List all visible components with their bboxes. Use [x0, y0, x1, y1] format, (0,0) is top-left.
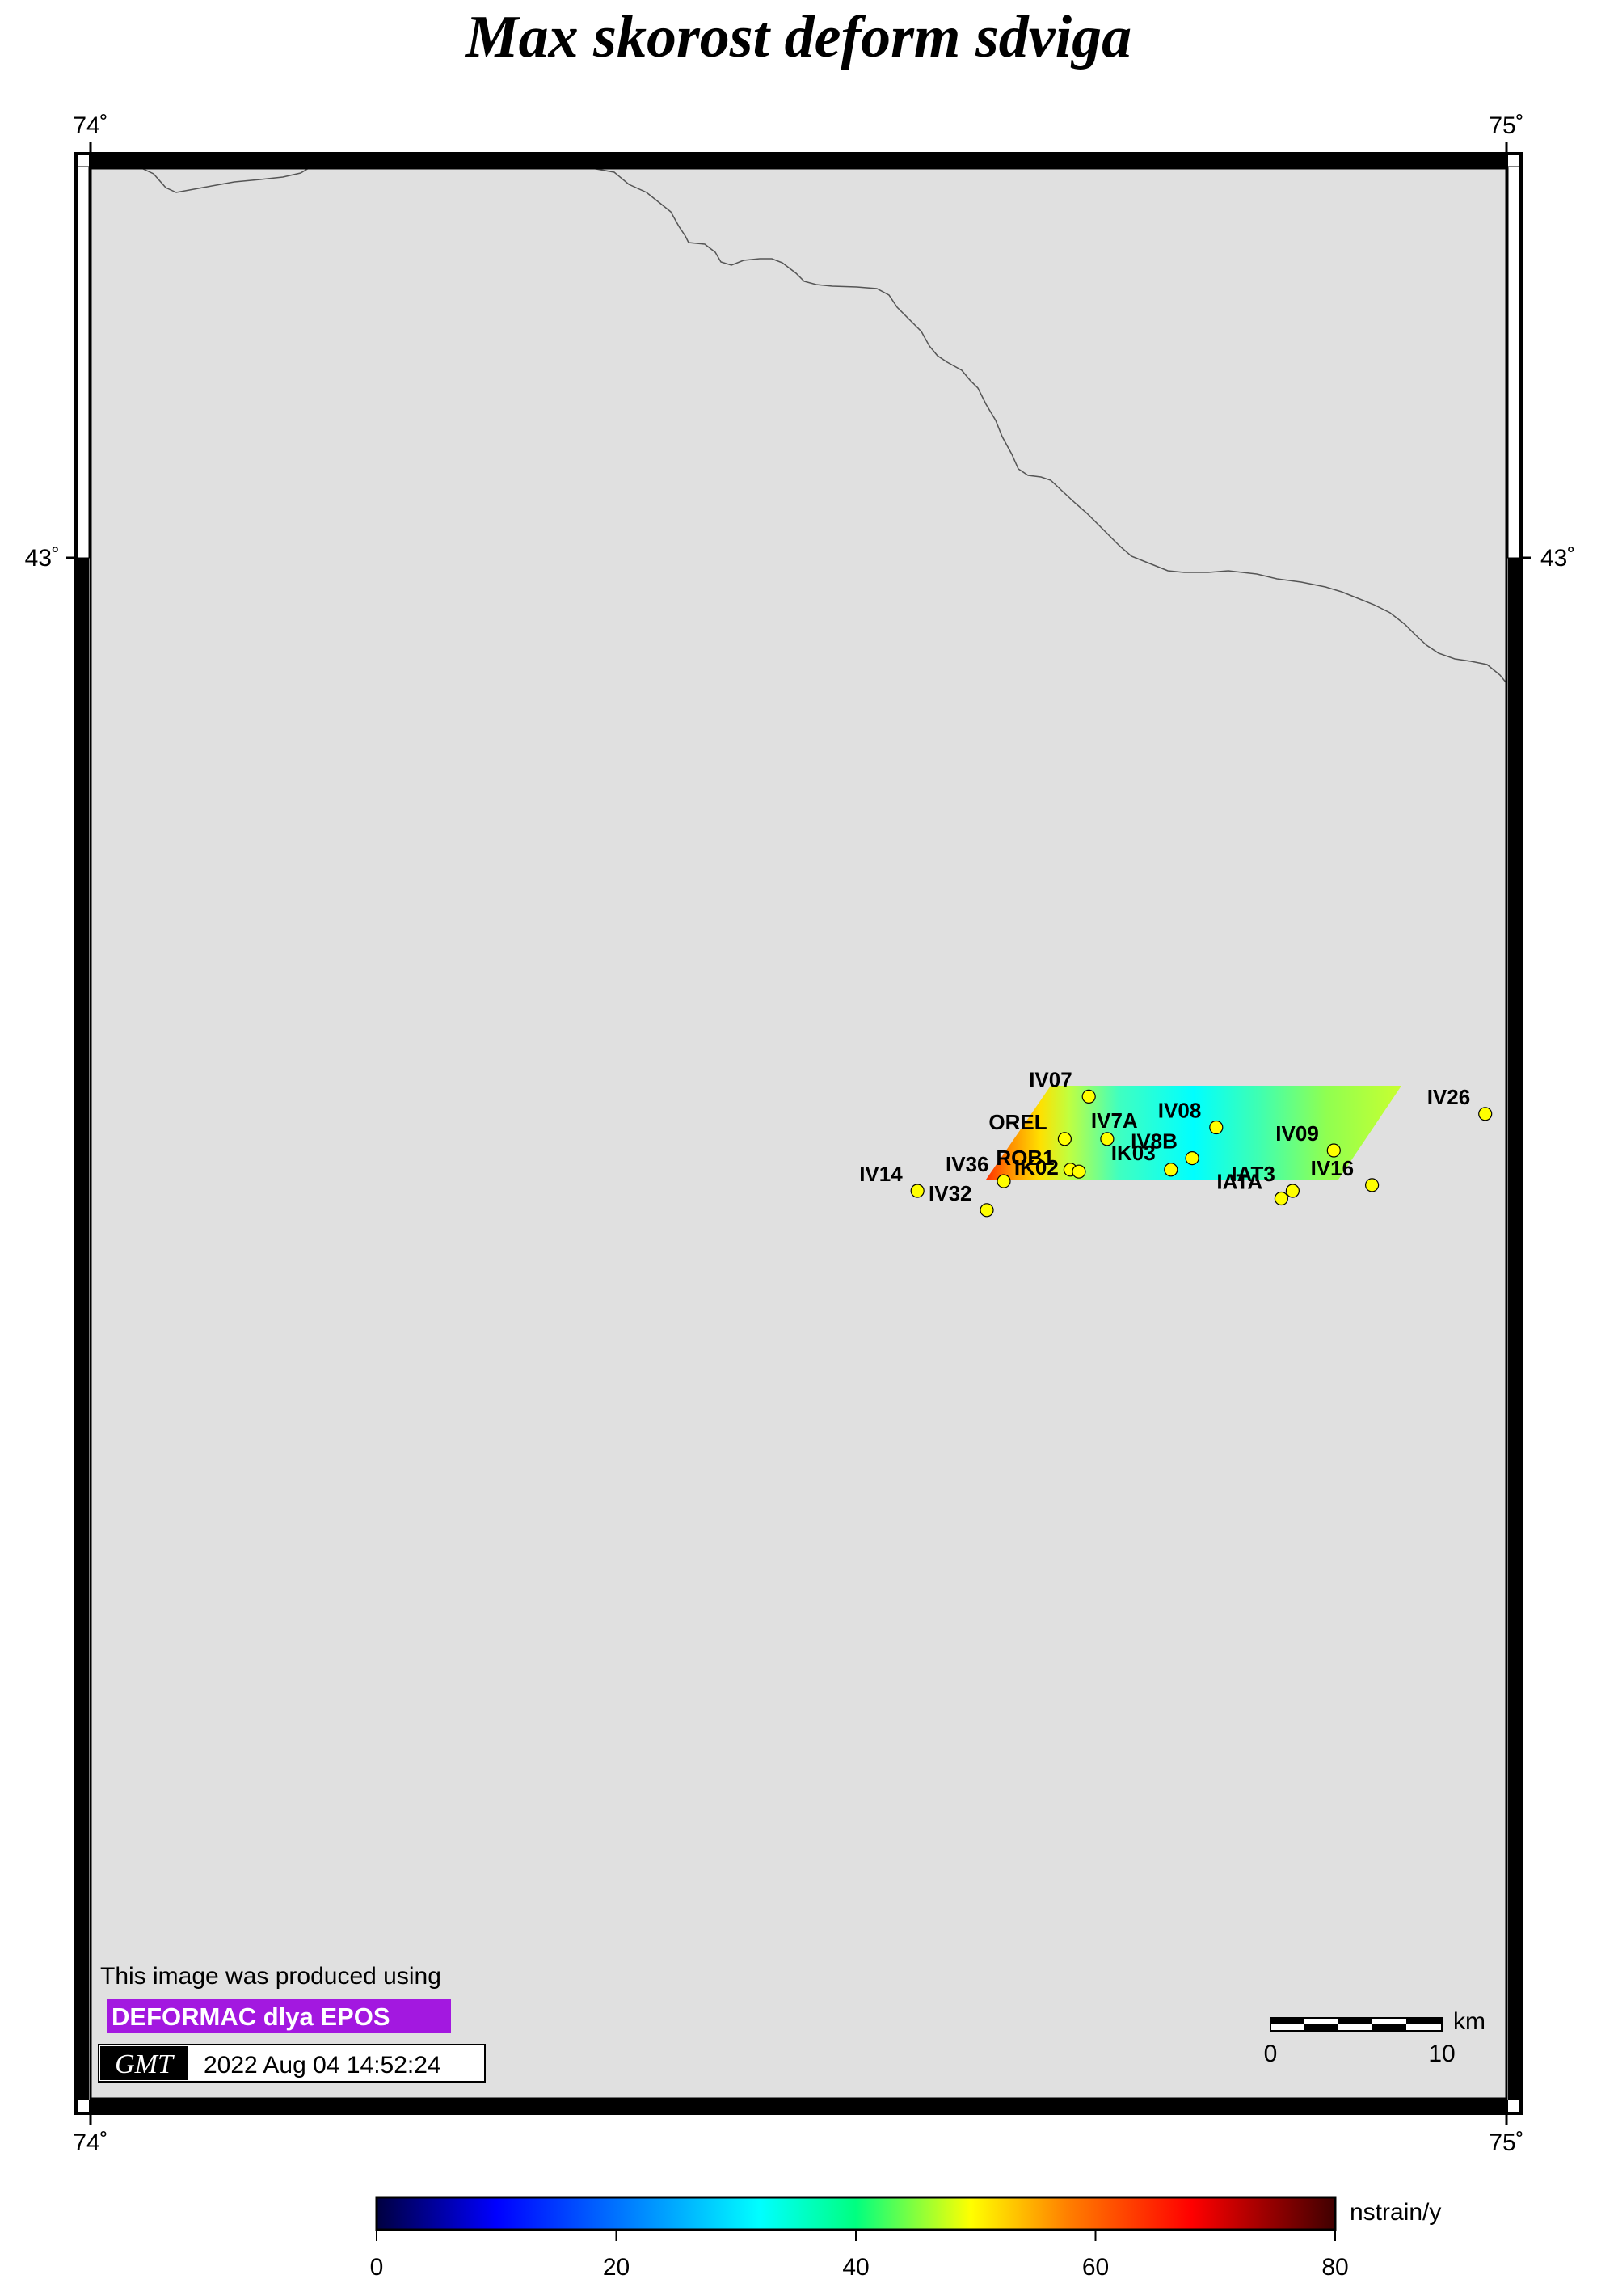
- station-label: IATA: [1216, 1170, 1262, 1194]
- colorbar-tick-label: 20: [603, 2254, 630, 2281]
- station-marker: [1364, 1178, 1380, 1192]
- station-label: IV8B: [1131, 1129, 1178, 1154]
- station-marker: [1057, 1132, 1072, 1146]
- station-label: IV7A: [1091, 1108, 1138, 1133]
- station-marker: [1274, 1191, 1289, 1206]
- station-marker: [1100, 1132, 1115, 1146]
- colorbar: [375, 2196, 1337, 2231]
- station-label: IV07: [1029, 1067, 1072, 1091]
- map-title: Max skorost deform sdviga: [465, 4, 1131, 70]
- strain-field: [986, 1086, 1401, 1180]
- station-label: ROB1: [996, 1146, 1054, 1170]
- scale-bar-end: 10: [1428, 2041, 1455, 2067]
- station-marker: [1209, 1120, 1224, 1135]
- station-label: IK03: [1111, 1141, 1156, 1165]
- lon-label-top-left: 74˚: [73, 112, 107, 139]
- station-marker: [997, 1174, 1011, 1188]
- colorbar-ticks: 0 20 40 60 80: [370, 2230, 1349, 2281]
- gmt-logo-box: [100, 2046, 188, 2080]
- map-frame: [66, 142, 1531, 2125]
- station-marker: [1326, 1143, 1341, 1158]
- station-label: IAT3: [1231, 1162, 1275, 1186]
- station-label: IV14: [859, 1162, 903, 1186]
- attribution-text: This image was produced using: [100, 1963, 441, 1990]
- station-label: IV16: [1311, 1156, 1355, 1180]
- scale-bar-unit: km: [1453, 2008, 1485, 2035]
- station-marker: [1072, 1164, 1086, 1179]
- attribution-badge: [107, 1999, 451, 2033]
- station-label: IK02: [1014, 1155, 1059, 1180]
- station-marker: [1478, 1107, 1493, 1121]
- station-label: IV32: [929, 1181, 972, 1205]
- station-marker: [1081, 1089, 1096, 1104]
- colorbar-tick-label: 60: [1082, 2254, 1109, 2281]
- lon-label-top-right: 75˚: [1489, 112, 1523, 139]
- border-line: [141, 167, 1507, 684]
- station-label: IV08: [1158, 1099, 1202, 1123]
- lat-label-left: 43˚: [25, 545, 60, 572]
- attribution-badge-text: DEFORMAC dlya EPOS: [112, 2003, 390, 2031]
- lon-label-bottom-left: 74˚: [73, 2129, 107, 2156]
- colorbar-tick-label: 0: [370, 2254, 384, 2281]
- gmt-logo: GMT: [115, 2049, 175, 2079]
- lon-label-bottom-right: 75˚: [1489, 2129, 1523, 2156]
- station-marker: [1164, 1163, 1178, 1177]
- lat-label-right: 43˚: [1540, 545, 1575, 572]
- scale-bar-start: 0: [1264, 2041, 1278, 2067]
- station-label: IV36: [946, 1152, 989, 1176]
- station-label: OREL: [988, 1110, 1047, 1134]
- station-marker: [910, 1184, 925, 1198]
- timestamp: 2022 Aug 04 14:52:24: [204, 2052, 441, 2079]
- colorbar-unit: nstrain/y: [1350, 2199, 1441, 2226]
- station-label: IV26: [1427, 1085, 1471, 1109]
- station-marker: [1285, 1184, 1300, 1198]
- colorbar-tick-label: 40: [842, 2254, 869, 2281]
- colorbar-tick-label: 80: [1321, 2254, 1348, 2281]
- scale-bar: [1270, 2017, 1443, 2032]
- station-marker: [1185, 1150, 1199, 1166]
- station-label: IV09: [1275, 1121, 1319, 1146]
- station-marker: [980, 1203, 994, 1218]
